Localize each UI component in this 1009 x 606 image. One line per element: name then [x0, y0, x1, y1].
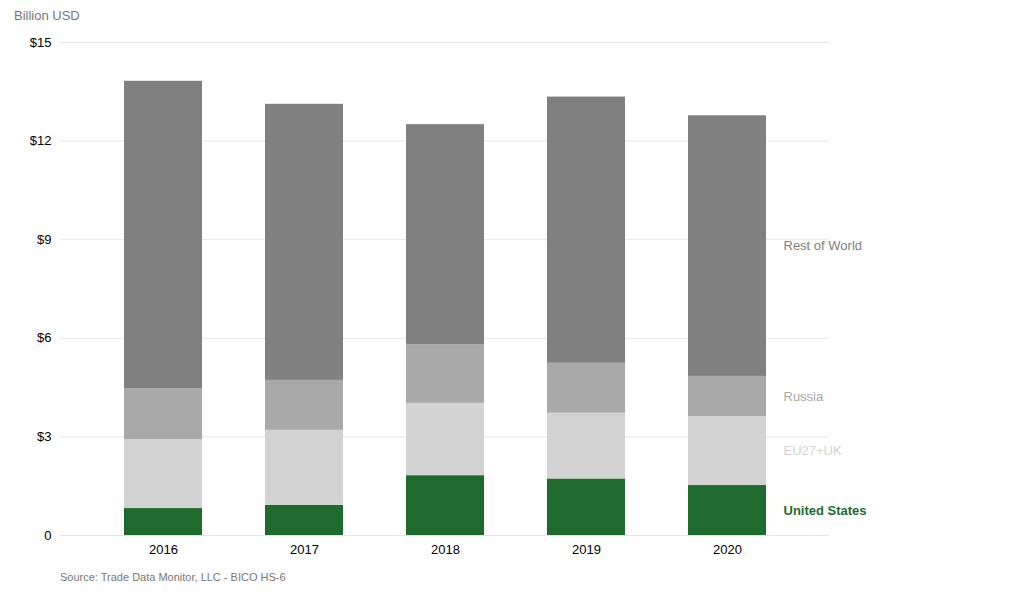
svg-text:$15: $15	[30, 35, 52, 50]
svg-text:United States: United States	[784, 503, 867, 518]
svg-text:Russia: Russia	[784, 389, 825, 404]
svg-text:2017: 2017	[290, 542, 319, 557]
svg-text:$6: $6	[37, 330, 51, 345]
svg-text:2016: 2016	[149, 542, 178, 557]
svg-text:2019: 2019	[572, 542, 601, 557]
svg-text:Rest of World: Rest of World	[784, 238, 863, 253]
svg-text:$12: $12	[30, 133, 52, 148]
html-text:Source: Trade Data Monitor, LL: Source: Trade Data Monitor, LLC - BICO H…	[60, 571, 286, 583]
svg-text:EU27+UK: EU27+UK	[784, 443, 842, 458]
svg-text:0: 0	[44, 528, 51, 543]
html-text:Billion USD: Billion USD	[14, 8, 80, 23]
svg-text:2018: 2018	[431, 542, 460, 557]
svg-text:2020: 2020	[713, 542, 742, 557]
svg-text:$9: $9	[37, 232, 51, 247]
svg-text:$3: $3	[37, 429, 51, 444]
